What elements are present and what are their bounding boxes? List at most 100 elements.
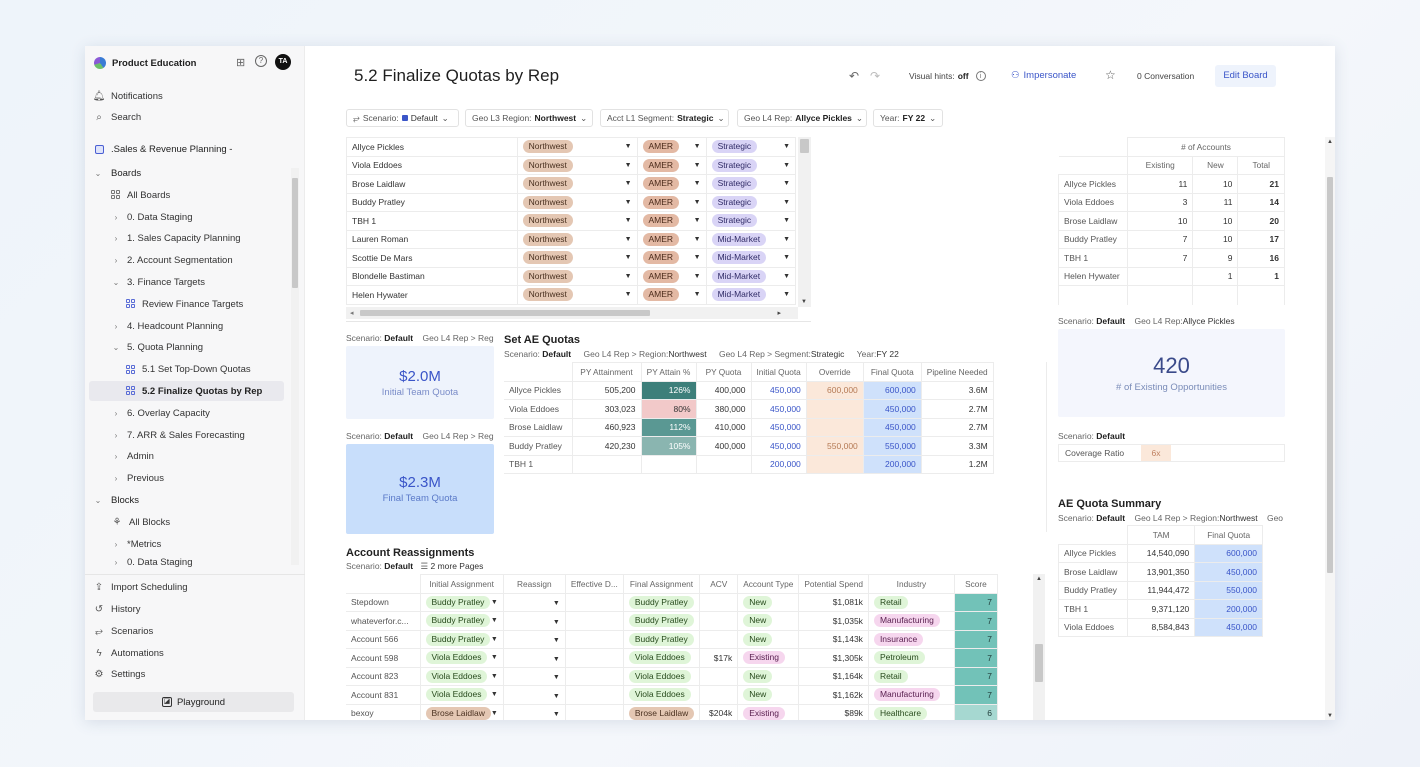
conversation-button[interactable]: 0 Conversation: [1137, 71, 1195, 81]
industry-cell[interactable]: Retail: [867, 666, 955, 686]
region-cell[interactable]: Northwest ▼: [516, 174, 638, 194]
geo-cell[interactable]: AMER ▼: [636, 285, 707, 305]
final-assignment-cell[interactable]: Viola Eddoes: [622, 666, 701, 686]
dropdown-caret-icon[interactable]: ▼: [624, 198, 632, 206]
filter-scenario[interactable]: ⥂ Scenario: Default ⌄: [346, 109, 459, 127]
sidebar-board-item[interactable]: Review Finance Targets: [126, 294, 243, 314]
avatar[interactable]: TA: [275, 54, 291, 70]
geo-cell[interactable]: AMER ▼: [636, 137, 707, 157]
dropdown-caret-icon[interactable]: ▼: [693, 161, 701, 169]
final-assignment-cell[interactable]: Viola Eddoes: [622, 685, 701, 705]
dropdown-caret-icon[interactable]: ▼: [552, 600, 560, 608]
region-cell[interactable]: Northwest ▼: [516, 211, 638, 231]
initial-assignment-cell[interactable]: Viola Eddoes ▼: [419, 648, 504, 668]
dropdown-caret-icon[interactable]: ▼: [624, 254, 632, 262]
scroll-up-icon[interactable]: ▲: [1036, 576, 1042, 582]
initial-assignment-cell[interactable]: Buddy Pratley ▼: [419, 611, 504, 631]
geo-cell[interactable]: AMER ▼: [636, 192, 707, 212]
account-type-cell[interactable]: New: [737, 666, 800, 686]
filter-year[interactable]: Year: FY 22 ⌄: [873, 109, 943, 127]
sidebar-board-item[interactable]: 5.1 Set Top-Down Quotas: [126, 360, 251, 380]
reassign-dropdown[interactable]: ▼: [502, 592, 566, 612]
industry-cell[interactable]: Retail: [867, 592, 955, 612]
undo-icon[interactable]: ↶: [849, 69, 860, 83]
sidebar-board-item[interactable]: › 2. Account Segmentation: [111, 251, 233, 271]
sidebar-block-metrics[interactable]: › *Metrics: [111, 534, 162, 554]
override-input[interactable]: 600,000: [805, 380, 864, 400]
impersonate-button[interactable]: ⚇ Impersonate: [1011, 70, 1076, 81]
dropdown-caret-icon[interactable]: ▼: [490, 672, 498, 680]
segment-cell[interactable]: Strategic ▼: [705, 211, 797, 231]
sidebar-scenarios[interactable]: ⥂ Scenarios: [93, 621, 153, 641]
dropdown-caret-icon[interactable]: ▼: [490, 709, 498, 717]
account-type-cell[interactable]: New: [737, 592, 800, 612]
segment-cell[interactable]: Mid-Market ▼: [705, 285, 797, 305]
account-type-cell[interactable]: Existing: [737, 648, 800, 668]
effective-date-input[interactable]: [564, 666, 624, 686]
account-type-cell[interactable]: New: [737, 629, 800, 649]
sidebar-board-item[interactable]: ⌄ 3. Finance Targets: [111, 272, 205, 292]
segment-cell[interactable]: Strategic ▼: [705, 137, 797, 157]
dropdown-caret-icon[interactable]: ▼: [624, 143, 632, 151]
dropdown-caret-icon[interactable]: ▼: [783, 235, 790, 243]
sidebar-board-item[interactable]: ⌄ 5. Quota Planning: [111, 338, 203, 358]
override-input[interactable]: 550,000: [805, 436, 864, 456]
sidebar-block-data-staging[interactable]: › 0. Data Staging: [111, 555, 193, 569]
effective-date-input[interactable]: [564, 685, 624, 705]
dropdown-caret-icon[interactable]: ▼: [552, 655, 560, 663]
geo-cell[interactable]: AMER ▼: [636, 229, 707, 249]
sidebar-board-item[interactable]: › 0. Data Staging: [111, 207, 193, 227]
final-assignment-cell[interactable]: Buddy Pratley: [622, 611, 701, 631]
dropdown-caret-icon[interactable]: ▼: [693, 198, 701, 206]
region-cell[interactable]: Northwest ▼: [516, 155, 638, 175]
sidebar-board-item[interactable]: › 6. Overlay Capacity: [111, 403, 210, 423]
dropdown-caret-icon[interactable]: ▼: [783, 161, 790, 169]
dropdown-caret-icon[interactable]: ▼: [783, 198, 790, 206]
playground-button[interactable]: ◪ Playground: [93, 692, 294, 712]
region-cell[interactable]: Northwest ▼: [516, 192, 638, 212]
dropdown-caret-icon[interactable]: ▼: [490, 598, 498, 606]
sidebar-board-item[interactable]: › Previous: [111, 469, 164, 489]
dropdown-caret-icon[interactable]: ▼: [552, 618, 560, 626]
scroll-left-icon[interactable]: ◂: [350, 310, 354, 317]
dropdown-caret-icon[interactable]: ▼: [693, 272, 701, 280]
initial-assignment-cell[interactable]: Brose Laidlaw ▼: [419, 703, 504, 720]
geo-cell[interactable]: AMER ▼: [636, 174, 707, 194]
dropdown-caret-icon[interactable]: ▼: [693, 180, 701, 188]
sidebar-notifications[interactable]: 🔔︎ Notifications: [93, 86, 163, 106]
reassign-dropdown[interactable]: ▼: [502, 703, 566, 720]
dropdown-caret-icon[interactable]: ▼: [693, 217, 701, 225]
region-cell[interactable]: Northwest ▼: [516, 137, 638, 157]
filter-acct-l1-segment[interactable]: Acct L1 Segment: Strategic ⌄: [600, 109, 729, 127]
scroll-down-icon[interactable]: ▼: [1327, 713, 1333, 719]
initial-assignment-cell[interactable]: Viola Eddoes ▼: [419, 666, 504, 686]
dropdown-caret-icon[interactable]: ▼: [624, 180, 632, 188]
reassign-vscroll-thumb[interactable]: [1035, 644, 1043, 682]
dropdown-caret-icon[interactable]: ▼: [693, 235, 701, 243]
effective-date-input[interactable]: [564, 648, 624, 668]
dropdown-caret-icon[interactable]: ▼: [552, 692, 560, 700]
dropdown-caret-icon[interactable]: ▼: [624, 272, 632, 280]
dropdown-caret-icon[interactable]: ▼: [490, 635, 498, 643]
dropdown-caret-icon[interactable]: ▼: [783, 254, 790, 262]
sidebar-board-item[interactable]: › 7. ARR & Sales Forecasting: [111, 425, 245, 445]
dropdown-caret-icon[interactable]: ▼: [783, 180, 790, 188]
sidebar-board-item[interactable]: 5.2 Finalize Quotas by Rep: [89, 381, 284, 402]
main-scrollbar[interactable]: ▲ ▼: [1325, 137, 1335, 720]
final-assignment-cell[interactable]: Brose Laidlaw: [622, 703, 701, 720]
effective-date-input[interactable]: [564, 629, 624, 649]
dropdown-caret-icon[interactable]: ▼: [624, 161, 632, 169]
scroll-right-icon[interactable]: ▸: [777, 310, 781, 317]
sidebar-all-blocks[interactable]: ⚘ All Blocks: [111, 512, 171, 532]
dropdown-caret-icon[interactable]: ▼: [490, 654, 498, 662]
dropdown-caret-icon[interactable]: ▼: [552, 637, 560, 645]
sidebar-scrollbar-thumb[interactable]: [292, 178, 298, 288]
reassign-dropdown[interactable]: ▼: [502, 629, 566, 649]
override-input[interactable]: [805, 399, 864, 419]
initial-assignment-cell[interactable]: Viola Eddoes ▼: [419, 685, 504, 705]
region-cell[interactable]: Northwest ▼: [516, 285, 638, 305]
final-assignment-cell[interactable]: Viola Eddoes: [622, 648, 701, 668]
effective-date-input[interactable]: [564, 611, 624, 631]
dropdown-caret-icon[interactable]: ▼: [783, 143, 790, 151]
segment-cell[interactable]: Mid-Market ▼: [705, 248, 797, 268]
